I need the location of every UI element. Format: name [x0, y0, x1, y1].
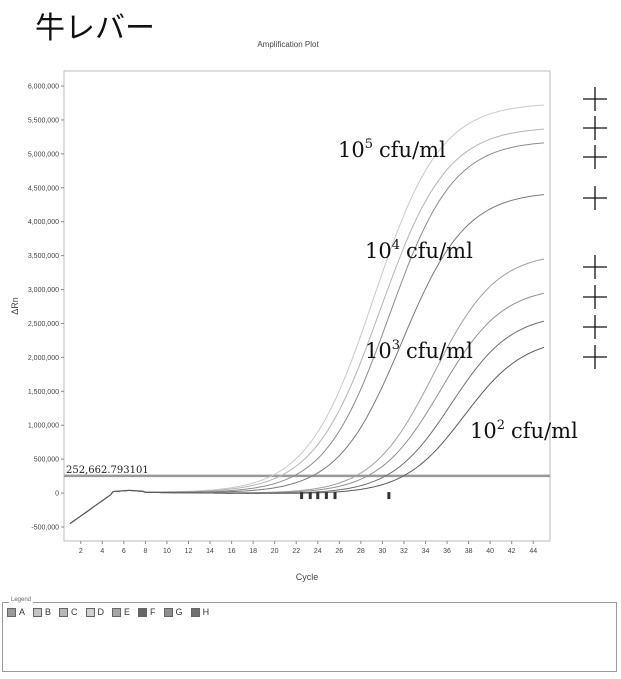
- x-tick-label: 34: [422, 548, 430, 555]
- x-tick-label: 42: [508, 548, 516, 555]
- legend-panel: Legend A B C D E F G H: [2, 597, 617, 672]
- y-tick-label: -500,000: [31, 525, 59, 532]
- y-tick-label: 5,500,000: [28, 117, 59, 124]
- legend-item[interactable]: E: [112, 607, 130, 617]
- ct-marker: [333, 492, 337, 500]
- annotation-1e4: 104 cfu/ml: [365, 238, 473, 263]
- x-axis-label: Cycle: [296, 572, 319, 582]
- ct-marker: [387, 492, 391, 500]
- legend-label: A: [19, 607, 26, 617]
- legend-item[interactable]: F: [138, 607, 156, 617]
- x-tick-label: 20: [271, 548, 279, 555]
- annotation-1e3: 103 cfu/ml: [365, 338, 473, 363]
- plus-mark-8: [583, 345, 607, 369]
- legend-item[interactable]: B: [33, 607, 51, 617]
- legend-swatch: [163, 607, 173, 617]
- legend-label: F: [150, 607, 156, 617]
- x-tick-label: 40: [486, 548, 494, 555]
- x-tick-label: 24: [314, 548, 322, 555]
- plus-mark-3: [583, 145, 607, 169]
- y-axis-label: ΔRn: [10, 297, 20, 315]
- legend-item[interactable]: G: [163, 607, 183, 617]
- result-marks: [583, 87, 607, 369]
- ct-marker: [324, 492, 328, 500]
- x-tick-label: 16: [228, 548, 236, 555]
- series-line-8: [69, 346, 545, 525]
- concentration-annotations: 105 cfu/ml 104 cfu/ml 103 cfu/ml 102 cfu/ml: [338, 137, 578, 443]
- x-tick-label: 18: [249, 548, 257, 555]
- plus-mark-7: [583, 315, 607, 339]
- plus-mark-2: [583, 116, 607, 140]
- x-tick-label: 44: [529, 548, 537, 555]
- plus-mark-1: [583, 87, 607, 111]
- y-tick-label: 1,500,000: [28, 389, 59, 396]
- y-tick-label: 5,000,000: [28, 151, 59, 158]
- annotation-1e2: 102 cfu/ml: [470, 418, 578, 443]
- y-tick-label: 6,000,000: [28, 84, 59, 91]
- legend-items: A B C D E F G H: [7, 607, 209, 617]
- ct-marker: [316, 492, 320, 500]
- legend-swatch: [190, 607, 200, 617]
- legend-label: H: [202, 607, 210, 617]
- y-tick-label: 4,000,000: [28, 219, 59, 226]
- legend-label: G: [175, 607, 183, 617]
- y-axis-ticks: -500,000 0 500,000 1,000,000 1,500,000 2,000,…: [28, 84, 64, 532]
- page-title: 牛レバー: [35, 11, 155, 46]
- y-tick-label: 3,000,000: [28, 287, 59, 294]
- ct-marker: [308, 492, 312, 500]
- series-lines: [69, 104, 545, 525]
- legend-item[interactable]: C: [59, 607, 78, 617]
- plus-mark-5: [583, 255, 607, 279]
- legend-swatch: [59, 607, 69, 617]
- y-tick-label: 2,000,000: [28, 355, 59, 362]
- plot-area: [63, 70, 551, 542]
- x-tick-label: 8: [143, 548, 147, 555]
- y-tick-label: 3,500,000: [28, 253, 59, 260]
- x-axis-ticks: 2 4 6 8 10 12 14 16 18 20 22 24 26 28 30 32 34 36 38 40 42 44: [79, 541, 537, 555]
- x-tick-label: 6: [122, 548, 126, 555]
- x-tick-label: 12: [185, 548, 193, 555]
- ct-marker: [300, 492, 304, 500]
- x-tick-label: 14: [206, 548, 214, 555]
- chart-title: Amplification Plot: [257, 40, 319, 49]
- threshold-label: 252,662.793101: [66, 465, 149, 476]
- x-tick-label: 30: [379, 548, 387, 555]
- y-tick-label: 4,500,000: [28, 185, 59, 192]
- legend-label: D: [97, 607, 105, 617]
- x-tick-label: 2: [79, 548, 83, 555]
- x-tick-label: 4: [100, 548, 104, 555]
- legend-item[interactable]: H: [190, 607, 210, 617]
- annotation-1e5: 105 cfu/ml: [338, 137, 446, 162]
- legend-item[interactable]: A: [7, 607, 25, 617]
- x-tick-label: 22: [292, 548, 300, 555]
- y-tick-label: 0: [55, 491, 59, 498]
- x-tick-label: 26: [335, 548, 343, 555]
- x-tick-label: 38: [465, 548, 473, 555]
- legend-swatch: [33, 607, 43, 617]
- legend-swatch: [138, 607, 148, 617]
- legend-caption: Legend: [9, 597, 34, 603]
- legend-swatch: [112, 607, 122, 617]
- x-tick-label: 10: [163, 548, 171, 555]
- plus-mark-4: [583, 186, 607, 210]
- x-tick-label: 32: [400, 548, 408, 555]
- y-tick-label: 1,000,000: [28, 423, 59, 430]
- legend-label: B: [45, 607, 52, 617]
- legend-label: C: [71, 607, 78, 617]
- legend-swatch: [85, 607, 95, 617]
- legend-label: E: [124, 607, 131, 617]
- y-tick-label: 500,000: [34, 457, 59, 464]
- x-tick-label: 28: [357, 548, 365, 555]
- y-tick-label: 2,500,000: [28, 321, 59, 328]
- x-tick-label: 36: [443, 548, 451, 555]
- plus-mark-6: [583, 285, 607, 309]
- legend-swatch: [7, 607, 16, 617]
- legend-item[interactable]: D: [85, 607, 105, 617]
- amplification-chart: 牛レバー Amplification Plot -500,000 0 500,000…: [10, 11, 607, 582]
